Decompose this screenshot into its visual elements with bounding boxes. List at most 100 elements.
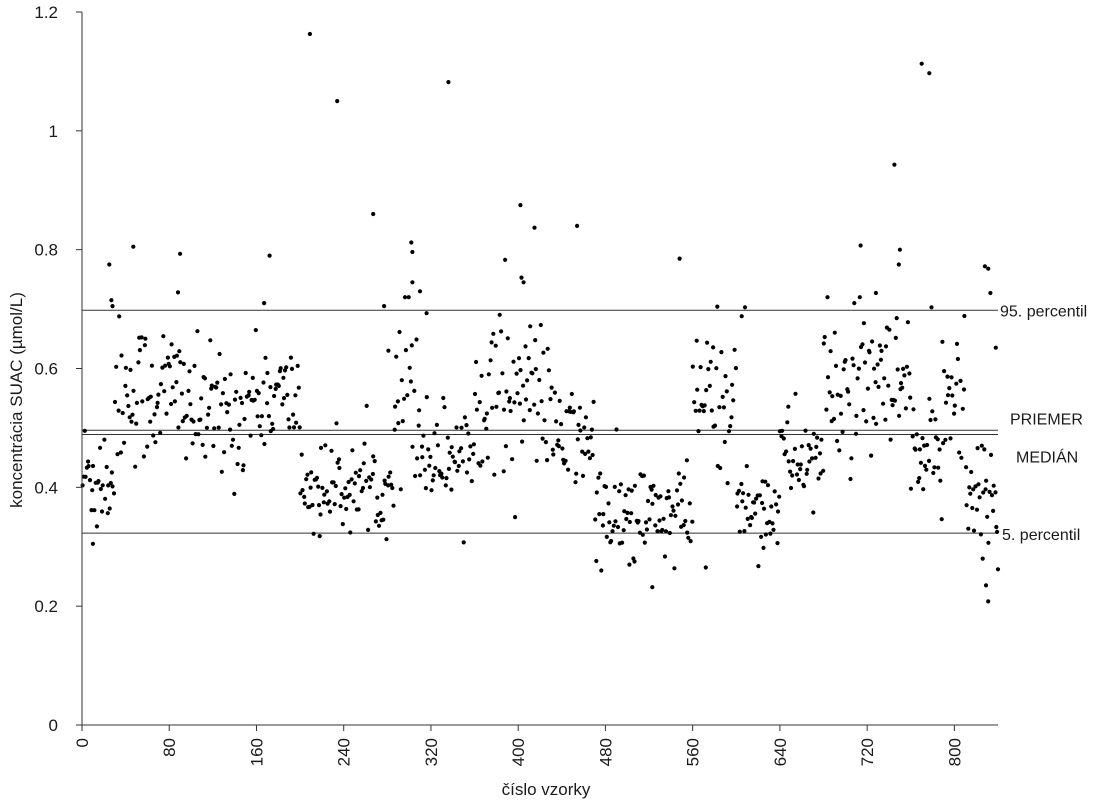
data-point — [119, 353, 124, 358]
data-point — [704, 388, 709, 393]
data-point — [299, 452, 304, 457]
data-point — [922, 463, 928, 468]
data-point — [643, 520, 649, 525]
data-point — [238, 395, 243, 400]
data-point — [945, 393, 951, 398]
data-point — [440, 475, 445, 480]
data-point — [661, 516, 666, 521]
data-point — [421, 433, 426, 438]
data-point — [742, 529, 747, 534]
data-point — [247, 389, 252, 394]
data-point — [457, 449, 462, 454]
data-point — [271, 426, 276, 432]
data-point — [781, 436, 786, 441]
data-point — [788, 469, 793, 474]
data-point — [94, 524, 99, 529]
data-point — [607, 520, 612, 525]
data-point — [111, 491, 117, 496]
data-point — [388, 470, 393, 475]
data-point — [310, 502, 315, 508]
data-point — [161, 334, 166, 339]
data-point — [262, 301, 267, 306]
data-point — [115, 452, 120, 457]
data-point — [816, 476, 821, 481]
data-point — [543, 440, 549, 445]
data-point — [219, 402, 224, 407]
data-point — [606, 501, 611, 506]
data-point — [316, 484, 321, 489]
data-point — [445, 435, 450, 440]
data-point — [215, 380, 220, 385]
data-point — [515, 391, 520, 396]
data-point — [288, 355, 293, 360]
data-point — [933, 417, 938, 422]
data-point — [98, 445, 103, 450]
data-point — [549, 385, 554, 390]
data-point — [871, 415, 876, 420]
data-point — [976, 482, 981, 487]
data-point — [761, 506, 767, 511]
data-point — [546, 368, 552, 373]
data-point — [243, 370, 248, 376]
data-point — [409, 240, 414, 245]
data-point — [573, 480, 578, 485]
data-point — [444, 476, 449, 481]
data-point — [217, 351, 222, 357]
data-point — [134, 400, 139, 405]
data-point — [874, 421, 879, 426]
data-point — [849, 456, 854, 461]
data-point — [846, 389, 851, 394]
data-point — [471, 451, 476, 456]
data-point — [376, 523, 382, 528]
data-point — [344, 506, 349, 512]
data-point — [552, 390, 558, 395]
data-point — [769, 504, 774, 509]
data-point — [943, 437, 948, 442]
data-point — [335, 460, 340, 465]
data-point — [459, 446, 464, 451]
data-point — [207, 405, 212, 410]
data-point — [763, 532, 769, 537]
data-point — [895, 367, 900, 372]
x-tick-label: 400 — [509, 738, 528, 766]
data-point — [927, 396, 932, 401]
data-point — [962, 313, 967, 319]
data-point — [270, 421, 275, 426]
data-point — [156, 392, 161, 397]
data-point — [239, 400, 245, 406]
data-point — [230, 437, 236, 442]
data-point — [830, 394, 835, 399]
data-point — [642, 540, 647, 545]
data-point — [989, 493, 995, 498]
data-point — [382, 304, 387, 309]
data-point — [994, 524, 999, 530]
data-point — [721, 405, 727, 410]
data-point — [832, 330, 837, 335]
data-point — [841, 367, 846, 372]
data-point — [688, 539, 693, 544]
data-point — [966, 526, 971, 531]
data-point — [798, 462, 803, 467]
data-point — [339, 492, 344, 497]
data-point — [917, 476, 922, 481]
y-tick-label: 0.6 — [34, 360, 58, 379]
x-tick-labels: 0 80 160 240 320 400 480 560 640 720 800 — [73, 725, 964, 766]
data-point — [262, 441, 267, 447]
data-point — [983, 487, 988, 492]
data-point — [739, 314, 744, 319]
reference-line-label: PRIEMER — [1010, 411, 1083, 428]
data-point — [854, 413, 859, 418]
data-point — [316, 503, 322, 508]
data-point — [534, 458, 539, 463]
data-point — [242, 416, 247, 422]
data-point — [137, 348, 142, 353]
data-point — [195, 329, 200, 334]
data-point — [739, 481, 744, 487]
data-point — [576, 422, 581, 427]
data-point — [583, 451, 588, 456]
data-point — [162, 389, 167, 394]
data-point — [848, 476, 853, 482]
data-point — [152, 412, 157, 417]
data-point — [525, 378, 530, 383]
data-point — [300, 488, 305, 493]
